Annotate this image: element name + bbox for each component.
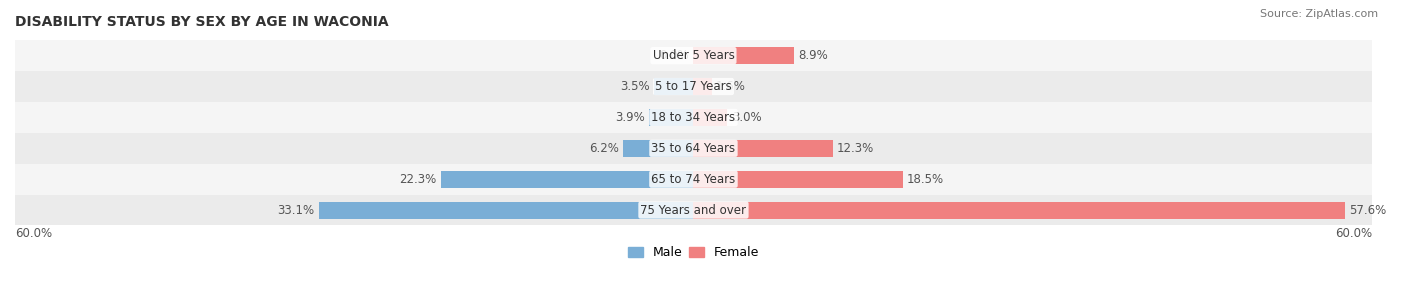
Bar — [693, 78, 711, 95]
Text: 3.0%: 3.0% — [733, 111, 762, 124]
Text: 35 to 64 Years: 35 to 64 Years — [651, 142, 735, 155]
Bar — [441, 171, 693, 188]
Bar — [15, 133, 1372, 164]
Bar — [15, 40, 1372, 71]
Text: DISABILITY STATUS BY SEX BY AGE IN WACONIA: DISABILITY STATUS BY SEX BY AGE IN WACON… — [15, 15, 388, 29]
Bar — [654, 78, 693, 95]
Bar — [693, 171, 903, 188]
Text: 5 to 17 Years: 5 to 17 Years — [655, 80, 733, 93]
Text: 33.1%: 33.1% — [277, 203, 315, 216]
Text: 57.6%: 57.6% — [1350, 203, 1386, 216]
Text: 22.3%: 22.3% — [399, 173, 437, 186]
Text: 0.0%: 0.0% — [659, 49, 689, 62]
Text: 60.0%: 60.0% — [15, 227, 52, 240]
Text: 75 Years and over: 75 Years and over — [641, 203, 747, 216]
Legend: Male, Female: Male, Female — [623, 241, 763, 264]
Text: 60.0%: 60.0% — [1334, 227, 1372, 240]
Text: 3.5%: 3.5% — [620, 80, 650, 93]
Bar — [693, 109, 727, 126]
Text: 65 to 74 Years: 65 to 74 Years — [651, 173, 735, 186]
Text: 6.2%: 6.2% — [589, 142, 619, 155]
Bar — [650, 109, 693, 126]
Text: 3.9%: 3.9% — [614, 111, 645, 124]
Text: 1.6%: 1.6% — [716, 80, 747, 93]
Bar — [15, 195, 1372, 226]
Bar — [623, 140, 693, 157]
Text: 12.3%: 12.3% — [837, 142, 875, 155]
Bar — [693, 140, 832, 157]
Bar — [15, 102, 1372, 133]
Text: Under 5 Years: Under 5 Years — [652, 49, 734, 62]
Text: 8.9%: 8.9% — [799, 49, 828, 62]
Bar — [693, 47, 794, 64]
Text: 18.5%: 18.5% — [907, 173, 945, 186]
Bar — [693, 202, 1344, 219]
Bar — [15, 164, 1372, 195]
Bar — [15, 71, 1372, 102]
Text: 18 to 34 Years: 18 to 34 Years — [651, 111, 735, 124]
Bar — [319, 202, 693, 219]
Text: Source: ZipAtlas.com: Source: ZipAtlas.com — [1260, 9, 1378, 19]
